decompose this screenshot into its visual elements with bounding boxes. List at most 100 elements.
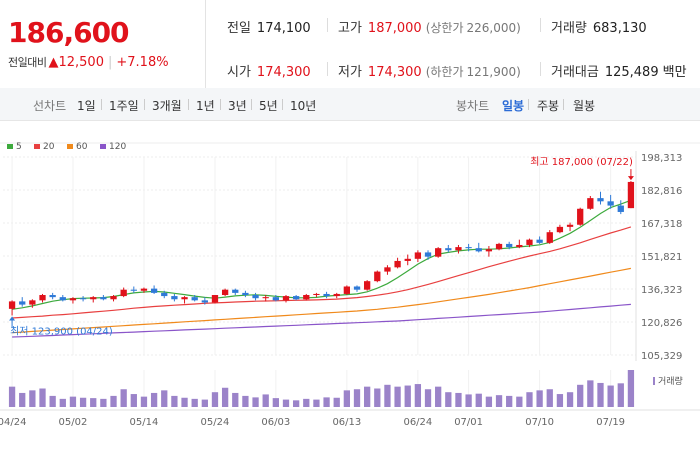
up-arrow-icon: ▲ xyxy=(48,55,59,70)
range-3m-button[interactable]: 3개월 xyxy=(152,99,182,113)
legend-label-5: 5 xyxy=(16,142,22,152)
candle-body xyxy=(627,181,635,209)
candle-body xyxy=(90,297,97,300)
candle-body xyxy=(394,260,401,268)
stat-low: 저가 174,300 (하한가 121,900) xyxy=(338,61,521,80)
range-1y-button[interactable]: 1년 xyxy=(196,99,215,113)
candle-body xyxy=(59,297,66,301)
volume-bar xyxy=(333,397,340,407)
candle-body xyxy=(343,286,351,294)
volume-bar xyxy=(577,384,584,407)
candle-body xyxy=(414,252,422,259)
candle-body xyxy=(516,244,523,248)
lower-limit-value: 121,900) xyxy=(466,65,521,79)
lower-limit-label: (하한가 xyxy=(425,65,464,79)
candle-body xyxy=(495,243,503,250)
candle-body xyxy=(181,297,188,300)
volume-bar xyxy=(211,392,219,407)
candle-body xyxy=(424,252,432,257)
candle-body xyxy=(506,243,513,248)
volume-bar xyxy=(303,398,310,407)
volume-bar xyxy=(120,389,127,407)
price-box: 186,600 전일대비 ▲12,500 | +7.18% xyxy=(0,0,206,88)
low-annotation: 최저 123,900 (04/24) xyxy=(10,325,113,337)
candle-body xyxy=(262,297,269,299)
volume-bar xyxy=(455,392,462,407)
high-arrowhead-icon xyxy=(627,176,634,181)
volume-bar xyxy=(282,399,290,407)
candle-body xyxy=(191,297,198,301)
legend-label-20: 20 xyxy=(43,142,55,152)
stat-amount: 거래대금 125,489 백만 xyxy=(551,61,687,80)
volume-value: 683,130 xyxy=(592,21,647,36)
volume-bar xyxy=(587,380,594,407)
candle-body xyxy=(79,298,87,300)
y-tick-label: 120,826 xyxy=(641,318,682,329)
y-tick-label: 167,318 xyxy=(641,219,682,230)
volume-legend-label: 거래량 xyxy=(658,375,683,387)
candle-body xyxy=(171,296,178,300)
volume-bar xyxy=(242,395,249,407)
ma5-line xyxy=(12,199,632,310)
volume-bar xyxy=(79,397,87,407)
candle-body xyxy=(455,247,462,251)
change-amount: 12,500 xyxy=(58,55,104,70)
volume-bar xyxy=(262,394,269,407)
volume-bar xyxy=(232,392,239,407)
volume-bar xyxy=(627,370,635,407)
candle-body xyxy=(49,295,56,298)
candle-body xyxy=(8,301,16,309)
ma60-line xyxy=(12,267,632,334)
volume-bar xyxy=(313,399,320,407)
range-10y-button[interactable]: 10년 xyxy=(290,99,317,113)
line-chart-label: 선차트 xyxy=(33,99,67,113)
candle-body xyxy=(282,296,290,301)
volume-bar xyxy=(100,398,107,407)
low-value: 174,300 xyxy=(367,65,422,80)
high-label: 고가 xyxy=(338,21,362,36)
candle-body xyxy=(221,289,229,296)
volume-bar xyxy=(59,398,66,407)
candle-body xyxy=(556,226,564,233)
volume-bar xyxy=(8,386,16,407)
volume-bar xyxy=(536,390,543,407)
volume-bar xyxy=(353,389,361,407)
volume-bar xyxy=(161,390,168,407)
volume-bar xyxy=(556,394,564,407)
chart-toolbar: 선차트 1일 1주일 3개월 1년 3년 5년 10년 봉차트 일봉 주봉 월봉 xyxy=(0,88,700,121)
volume-bar xyxy=(201,399,208,407)
range-3y-button[interactable]: 3년 xyxy=(228,99,247,113)
volume-bar xyxy=(343,390,351,407)
high-value: 187,000 xyxy=(367,21,422,36)
x-tick-label: 05/24 xyxy=(201,417,230,428)
x-tick-label: 06/24 xyxy=(403,417,432,428)
volume-bar xyxy=(130,394,137,407)
legend-label-120: 120 xyxy=(109,142,126,152)
period-daily-button[interactable]: 일봉 xyxy=(502,99,525,113)
range-1d-button[interactable]: 1일 xyxy=(77,99,96,113)
volume-bar xyxy=(252,397,259,407)
range-5y-button[interactable]: 5년 xyxy=(259,99,278,113)
candle-body xyxy=(232,289,239,293)
volume-bar xyxy=(597,382,604,407)
change-percent: +7.18% xyxy=(116,55,169,70)
range-1w-button[interactable]: 1주일 xyxy=(109,99,139,113)
period-weekly-button[interactable]: 주봉 xyxy=(537,99,560,113)
candle-body xyxy=(303,295,310,300)
volume-bar xyxy=(191,398,198,407)
stat-open: 시가 174,300 xyxy=(227,61,311,80)
volume-bar xyxy=(292,400,300,407)
period-monthly-button[interactable]: 월봉 xyxy=(573,99,596,113)
candle-body xyxy=(607,201,614,206)
x-tick-label: 07/10 xyxy=(525,417,554,428)
ma20-line xyxy=(12,226,632,319)
candle-body xyxy=(161,292,168,297)
candle-body xyxy=(313,293,320,296)
candle-body xyxy=(272,297,279,301)
chart-svg: 5 20 60 120 198,313 182,816 167,318 151,821 136,… xyxy=(0,142,700,428)
volume-bar xyxy=(29,390,36,407)
volume-bar xyxy=(90,398,97,407)
stock-chart: 5 20 60 120 198,313 182,816 167,318 151,821 136,… xyxy=(0,120,700,450)
x-tick-label: 07/01 xyxy=(454,417,483,428)
candle-body xyxy=(140,288,148,291)
